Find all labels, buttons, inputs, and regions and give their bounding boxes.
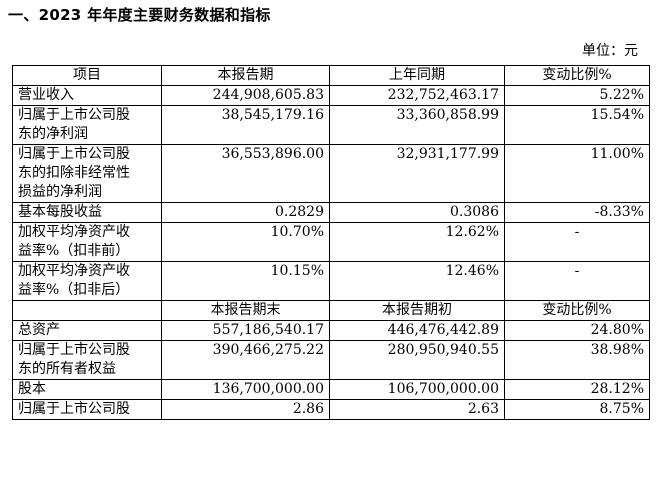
change-ratio-value: - bbox=[504, 222, 650, 262]
header-cell: 项目 bbox=[12, 65, 162, 86]
row-label: 总资产 bbox=[12, 320, 162, 341]
change-ratio-value: -8.33% bbox=[504, 202, 650, 223]
change-ratio-value: - bbox=[504, 261, 650, 301]
prior-period-value: 232,752,463.17 bbox=[329, 85, 505, 106]
table-row: 归属于上市公司股 东的所有者权益 390,466,275.22 280,950,9… bbox=[12, 340, 650, 380]
header-cell: 本报告期 bbox=[161, 65, 330, 86]
table-row: 总资产 557,186,540.17 446,476,442.89 24.80% bbox=[12, 320, 650, 341]
current-period-value: 10.15% bbox=[161, 261, 330, 301]
current-period-value: 244,908,605.83 bbox=[161, 85, 330, 106]
change-ratio-value: 11.00% bbox=[504, 144, 650, 203]
period-start-value: 2.63 bbox=[329, 399, 505, 420]
header-cell: 变动比例% bbox=[504, 300, 650, 321]
header-cell: 变动比例% bbox=[504, 65, 650, 86]
current-period-value: 36,553,896.00 bbox=[161, 144, 330, 203]
row-label: 基本每股收益 bbox=[12, 202, 162, 223]
period-start-value: 106,700,000.00 bbox=[329, 379, 505, 400]
table-row: 加权平均净资产收 益率%（扣非后） 10.15% 12.46% - bbox=[12, 261, 650, 301]
prior-period-value: 33,360,858.99 bbox=[329, 105, 505, 145]
change-ratio-value: 15.54% bbox=[504, 105, 650, 145]
row-label: 归属于上市公司股 bbox=[12, 399, 162, 420]
row-label: 归属于上市公司股 东的净利润 bbox=[12, 105, 162, 145]
row-label: 加权平均净资产收 益率%（扣非后） bbox=[12, 261, 162, 301]
prior-period-value: 32,931,177.99 bbox=[329, 144, 505, 203]
change-ratio-value: 5.22% bbox=[504, 85, 650, 106]
change-ratio-value: 24.80% bbox=[504, 320, 650, 341]
period-start-value: 280,950,940.55 bbox=[329, 340, 505, 380]
current-period-value: 10.70% bbox=[161, 222, 330, 262]
table-row: 股本 136,700,000.00 106,700,000.00 28.12% bbox=[12, 379, 650, 400]
row-label: 加权平均净资产收 益率%（扣非前） bbox=[12, 222, 162, 262]
table-row: 营业收入 244,908,605.83 232,752,463.17 5.22% bbox=[12, 85, 650, 106]
prior-period-value: 12.62% bbox=[329, 222, 505, 262]
current-period-value: 0.2829 bbox=[161, 202, 330, 223]
header-cell: 本报告期末 bbox=[161, 300, 330, 321]
change-ratio-value: 38.98% bbox=[504, 340, 650, 380]
row-label: 归属于上市公司股 东的扣除非经常性 损益的净利润 bbox=[12, 144, 162, 203]
table-row: 归属于上市公司股 东的净利润 38,545,179.16 33,360,858.9… bbox=[12, 105, 650, 145]
current-period-value: 38,545,179.16 bbox=[161, 105, 330, 145]
change-ratio-value: 28.12% bbox=[504, 379, 650, 400]
unit-label: 单位：元 bbox=[582, 43, 638, 59]
change-ratio-value: 8.75% bbox=[504, 399, 650, 420]
period-end-value: 390,466,275.22 bbox=[161, 340, 330, 380]
table-row: 归属于上市公司股 2.86 2.63 8.75% bbox=[12, 399, 650, 420]
period-start-value: 446,476,442.89 bbox=[329, 320, 505, 341]
table-subheader-row: 本报告期末 本报告期初 变动比例% bbox=[12, 300, 650, 321]
period-end-value: 136,700,000.00 bbox=[161, 379, 330, 400]
section-title: 一、2023 年年度主要财务数据和指标 bbox=[8, 6, 271, 24]
period-end-value: 557,186,540.17 bbox=[161, 320, 330, 341]
header-cell: 上年同期 bbox=[329, 65, 505, 86]
table-header-row: 项目 本报告期 上年同期 变动比例% bbox=[12, 65, 650, 86]
header-cell: 本报告期初 bbox=[329, 300, 505, 321]
prior-period-value: 0.3086 bbox=[329, 202, 505, 223]
row-label: 归属于上市公司股 东的所有者权益 bbox=[12, 340, 162, 380]
financial-data-table: 项目 本报告期 上年同期 变动比例% 营业收入 244,908,605.83 2… bbox=[12, 65, 650, 420]
table-row: 归属于上市公司股 东的扣除非经常性 损益的净利润 36,553,896.00 32,… bbox=[12, 144, 650, 203]
table-row: 加权平均净资产收 益率%（扣非前） 10.70% 12.62% - bbox=[12, 222, 650, 262]
header-cell bbox=[12, 300, 162, 321]
row-label: 股本 bbox=[12, 379, 162, 400]
period-end-value: 2.86 bbox=[161, 399, 330, 420]
row-label: 营业收入 bbox=[12, 85, 162, 106]
table-row: 基本每股收益 0.2829 0.3086 -8.33% bbox=[12, 202, 650, 223]
prior-period-value: 12.46% bbox=[329, 261, 505, 301]
